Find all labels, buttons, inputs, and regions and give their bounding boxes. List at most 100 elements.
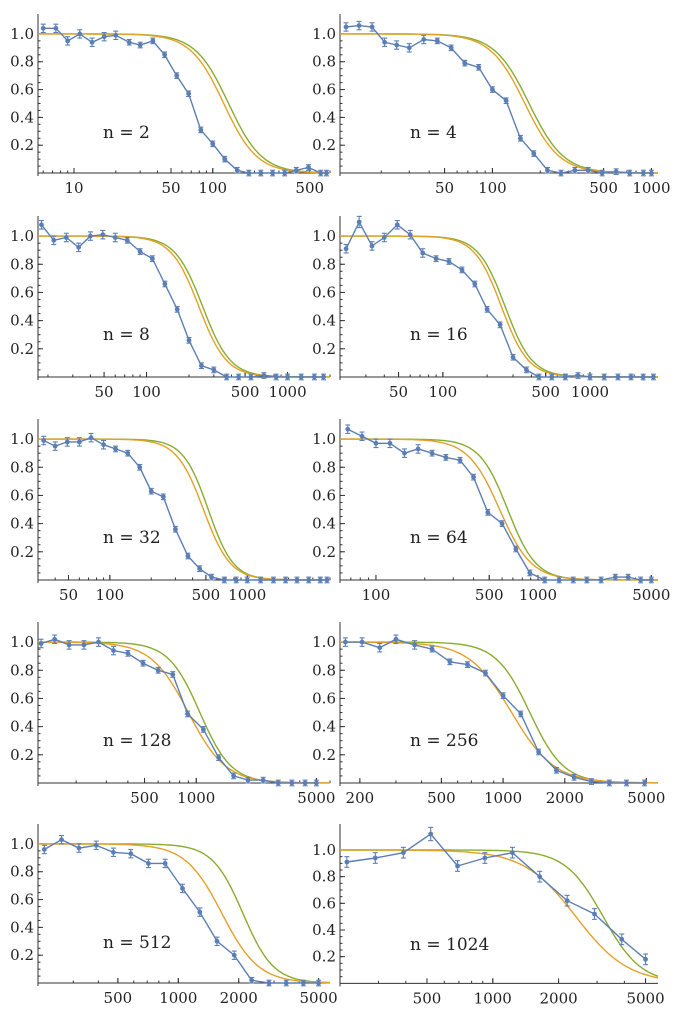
data-point <box>524 367 529 373</box>
y-tick-label: 0.6 <box>312 283 336 301</box>
data-point <box>415 446 421 452</box>
data-point <box>199 363 204 369</box>
y-tick-label: 0.6 <box>10 689 34 707</box>
data-point <box>66 642 72 648</box>
panel-3: 0.2 0.4 0.6 0.8 1.0 50 100 500 1000 n = 8 <box>10 216 331 401</box>
data-point <box>246 170 252 176</box>
data-point <box>429 450 435 456</box>
data-point <box>282 170 288 176</box>
panel-label: n = 256 <box>410 731 478 751</box>
data-point <box>96 639 101 645</box>
x-tick-label: 2000 <box>539 989 577 1007</box>
data-point <box>359 639 365 645</box>
data-point <box>476 64 482 70</box>
data-point <box>627 170 633 176</box>
data-point <box>640 374 646 380</box>
data-point <box>148 488 154 494</box>
data-point <box>372 855 378 861</box>
x-tick-label: 50 <box>95 383 114 401</box>
data-point <box>52 636 58 642</box>
x-tick-label: 500 <box>231 383 260 401</box>
data-point <box>89 39 95 45</box>
data-point <box>556 577 562 583</box>
data-point <box>53 25 59 31</box>
data-point <box>113 446 118 452</box>
data-point <box>649 170 654 176</box>
data-point <box>387 440 393 446</box>
data-point <box>149 256 155 262</box>
data-point <box>101 442 106 448</box>
data-point <box>112 235 118 240</box>
data-point <box>317 577 323 583</box>
data-point <box>606 780 612 786</box>
data-point <box>221 577 227 583</box>
data-point <box>324 170 329 176</box>
data-point <box>484 306 490 312</box>
y-tick-label: 0.8 <box>10 661 34 679</box>
x-tick-label: 200 <box>346 789 375 807</box>
data-point <box>585 167 591 173</box>
data-point <box>429 646 435 652</box>
data-line <box>43 838 319 984</box>
panel-4: 0.2 0.4 0.6 0.8 1.0 50 100 500 1000 n = 16 <box>312 215 658 401</box>
x-tick-label: 500 <box>413 989 442 1007</box>
y-tick-label: 0.8 <box>312 661 336 679</box>
data-point <box>531 151 537 156</box>
data-point <box>342 639 348 645</box>
y-tick-label: 1.0 <box>312 227 336 245</box>
data-line <box>347 428 652 581</box>
data-point <box>185 553 191 559</box>
data-point <box>76 244 82 250</box>
x-tick-label: 1000 <box>159 989 197 1007</box>
data-point <box>244 577 250 583</box>
data-point <box>39 222 44 228</box>
data-point <box>485 509 491 515</box>
data-point <box>88 233 93 239</box>
y-tick-label: 0.8 <box>312 53 336 71</box>
data-point <box>613 169 619 175</box>
panel-label: n = 512 <box>103 933 171 953</box>
data-point <box>65 38 71 44</box>
data-point <box>406 45 412 51</box>
fit-curve-orange <box>340 235 658 378</box>
y-tick-label: 0.2 <box>312 136 336 154</box>
data-point <box>174 306 180 312</box>
data-point <box>316 980 321 986</box>
data-point <box>197 566 203 572</box>
fit-curve-green <box>38 843 331 984</box>
y-tick-label: 0.6 <box>312 486 336 504</box>
data-point <box>471 474 476 480</box>
data-point <box>433 256 439 262</box>
fit-curve-green <box>340 641 658 784</box>
data-point <box>76 845 82 851</box>
y-tick-label: 0.6 <box>312 689 336 707</box>
x-tick-label: 5000 <box>299 989 337 1007</box>
data-point <box>553 767 559 773</box>
data-point <box>186 91 192 97</box>
data-line <box>40 638 317 784</box>
y-tick-label: 1.0 <box>10 430 34 448</box>
data-point <box>324 577 330 583</box>
fit-curve-orange <box>38 33 330 174</box>
data-point <box>110 849 116 855</box>
data-point <box>245 777 251 783</box>
data-point <box>266 980 272 986</box>
panel-10: 0.2 0.4 0.6 0.8 1.0 500 1000 2000 5000 n = 1024 <box>312 824 665 1007</box>
fit-curve-orange <box>340 438 659 581</box>
data-point <box>234 167 240 173</box>
data-point <box>140 660 146 666</box>
x-tick-label: 500 <box>192 586 221 604</box>
data-point <box>93 842 99 848</box>
y-tick-label: 0.6 <box>312 81 336 99</box>
x-tick-label: 1000 <box>177 789 215 807</box>
fit-curve-green <box>38 641 330 784</box>
data-point <box>648 577 654 583</box>
data-line <box>43 27 327 174</box>
data-line <box>346 833 647 960</box>
data-point <box>137 249 143 254</box>
panel-9: 0.2 0.4 0.6 0.8 1.0 500 1000 2000 5000 n = 512 <box>10 824 338 1007</box>
panel-label: n = 1024 <box>410 935 489 955</box>
data-point <box>233 577 239 583</box>
data-point <box>564 898 570 904</box>
data-point <box>231 773 237 779</box>
